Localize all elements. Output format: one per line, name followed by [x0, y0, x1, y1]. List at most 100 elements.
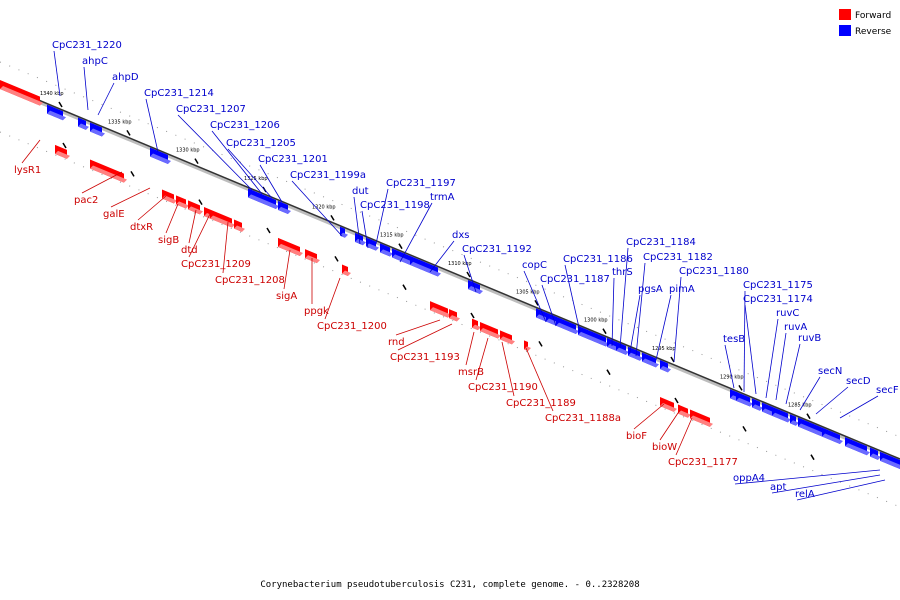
tick-label: 1285 kbp	[788, 403, 812, 409]
reverse-gene-connector	[429, 240, 455, 273]
reverse-gene-connector	[743, 290, 746, 393]
reverse-gene-label: relA	[795, 489, 815, 500]
reverse-gene-connector	[145, 98, 159, 153]
forward-gene-label: bioW	[652, 442, 677, 453]
reverse-gene-connector	[771, 474, 881, 494]
forward-gene-connector	[81, 171, 123, 194]
reverse-gene-block-shade	[392, 254, 413, 265]
forward-gene-label: rnd	[388, 337, 405, 348]
tick-mark-upper	[738, 384, 743, 391]
tick-mark-lower	[810, 454, 815, 461]
reverse-gene-label: CpC231_1214	[144, 88, 214, 99]
reverse-gene-block-shade	[90, 128, 105, 137]
reverse-gene-connector	[839, 395, 879, 419]
reverse-gene-label: CpC231_1207	[176, 104, 246, 115]
forward-gene-block-shade	[430, 307, 451, 318]
reverse-gene-label: ruvC	[776, 308, 799, 319]
reverse-gene-block-shade	[355, 238, 366, 246]
tick-mark-upper	[670, 356, 675, 363]
reverse-gene-label: CpC231_1197	[386, 178, 456, 189]
reverse-gene-connector	[375, 188, 389, 245]
reverse-gene-block-shade	[546, 318, 559, 326]
reverse-gene-block-shade	[880, 457, 900, 470]
reverse-gene-connector	[227, 148, 273, 199]
reverse-gene-connector	[629, 294, 641, 353]
reverse-gene-label: secN	[818, 366, 842, 377]
tick-mark-lower	[470, 312, 475, 319]
forward-gene-block-shade	[480, 328, 501, 339]
forward-gene-block-shade	[210, 215, 235, 228]
forward-gene-connector	[633, 403, 665, 430]
forward-gene-label: CpC231_1189	[506, 398, 576, 409]
tick-mark-lower	[266, 227, 271, 234]
forward-gene-connector	[465, 331, 475, 366]
tick-mark-upper	[466, 271, 471, 278]
forward-gene-label: ppgk	[304, 306, 329, 317]
forward-gene-connector	[501, 341, 515, 397]
forward-gene-connector	[21, 139, 41, 164]
forward-gene-label: msrB	[458, 367, 484, 378]
tick-mark-lower	[130, 170, 135, 177]
tick-label: 1300 kbp	[584, 318, 608, 324]
forward-gene-label: lysR1	[14, 165, 41, 176]
forward-gene-block-shade	[176, 201, 189, 209]
reverse-gene-connector	[796, 479, 886, 501]
reverse-gene-connector	[785, 343, 801, 405]
reverse-gene-label: CpC231_1206	[210, 120, 280, 131]
tick-mark-lower	[334, 255, 339, 262]
reverse-gene-connector	[635, 262, 646, 357]
reverse-gene-block-shade	[736, 397, 753, 407]
reverse-gene-label: CpC231_1186	[563, 254, 633, 265]
reverse-gene-block-shade	[150, 153, 171, 165]
forward-gene-label: CpC231_1208	[215, 275, 285, 286]
reverse-gene-block-shade	[616, 347, 629, 355]
reverse-gene-block-shade	[410, 261, 441, 277]
reverse-gene-connector	[744, 304, 757, 395]
reverse-gene-connector	[734, 469, 881, 485]
tick-mark-upper	[534, 299, 539, 306]
forward-gene-connector	[283, 249, 291, 290]
reverse-gene-label: ruvA	[784, 322, 807, 333]
reverse-gene-connector	[775, 332, 787, 401]
reverse-gene-label: ahpD	[112, 72, 139, 83]
tick-mark-upper	[806, 413, 811, 420]
reverse-gene-label: pimA	[669, 284, 695, 295]
reverse-gene-connector	[541, 284, 557, 327]
reverse-gene-label: CpC231_1174	[743, 294, 813, 305]
forward-gene-block-shade	[690, 415, 713, 427]
forward-gene-block-shade	[678, 410, 691, 418]
reverse-gene-block-shade	[578, 331, 609, 347]
reverse-gene-block-shade	[278, 206, 291, 215]
forward-gene-block-shade	[342, 270, 351, 277]
reverse-gene-label: ahpC	[82, 56, 108, 67]
reverse-gene-block-shade	[248, 194, 279, 210]
forward-gene-label: CpC231_1188a	[545, 413, 621, 424]
tick-mark-upper	[126, 129, 131, 136]
tick-mark-lower	[606, 369, 611, 376]
tick-label: 1335 kbp	[108, 119, 132, 125]
reverse-gene-connector	[655, 294, 672, 361]
tick-label: 1310 kbp	[448, 261, 472, 267]
reverse-gene-label: pgsA	[638, 284, 663, 295]
reverse-gene-connector	[211, 130, 263, 195]
reverse-gene-block-shade	[47, 110, 66, 121]
reverse-gene-label: dut	[352, 186, 369, 197]
reverse-gene-block-shade	[556, 322, 579, 335]
forward-gene-label: sigB	[158, 235, 179, 246]
reverse-gene-block-shade	[798, 423, 825, 437]
forward-gene-label: dtd	[181, 245, 198, 256]
reverse-gene-block-shade	[752, 404, 763, 411]
reverse-gene-label: trmA	[430, 192, 455, 203]
reverse-gene-label: copC	[522, 260, 547, 271]
forward-gene-label: CpC231_1190	[468, 382, 538, 393]
forward-gene-block-shade	[278, 243, 303, 257]
forward-gene-connector	[188, 213, 211, 258]
forward-gene-block-shade	[305, 255, 320, 264]
reverse-gene-label: CpC231_1180	[679, 266, 749, 277]
reverse-gene-label: CpC231_1175	[743, 280, 813, 291]
reverse-gene-label: tesB	[723, 334, 745, 345]
reverse-gene-label: dxs	[452, 230, 469, 241]
forward-gene-label: CpC231_1209	[181, 259, 251, 270]
